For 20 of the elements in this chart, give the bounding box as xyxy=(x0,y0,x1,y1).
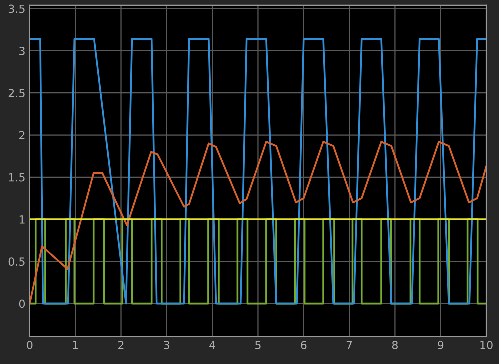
y-tick-label: 1 xyxy=(20,216,25,224)
x-tick-label: 3 xyxy=(164,341,170,350)
x-tick-label: 10 xyxy=(480,341,493,350)
x-tick-label: 4 xyxy=(210,341,216,350)
y-tick-label: 3 xyxy=(20,46,25,56)
y-tick-label: 1.5 xyxy=(9,174,25,182)
x-tick-label: 8 xyxy=(392,341,398,350)
x-tick-label: 6 xyxy=(301,341,307,350)
x-tick-label: 9 xyxy=(438,341,444,350)
x-tick-label: 1 xyxy=(73,341,78,350)
y-tick-label: 2 xyxy=(20,131,25,140)
line-series xyxy=(30,141,487,305)
y-tick-label: 2.5 xyxy=(8,89,25,98)
y-tick-label: 0 xyxy=(19,300,26,308)
x-tick-label: 2 xyxy=(118,341,124,350)
y-tick-label: 0.5 xyxy=(8,258,25,266)
y-tick-label: 3.5 xyxy=(8,4,25,14)
x-tick-label: 5 xyxy=(256,341,261,350)
x-tick-label: 7 xyxy=(346,341,352,350)
x-tick-label: 0 xyxy=(27,341,33,350)
